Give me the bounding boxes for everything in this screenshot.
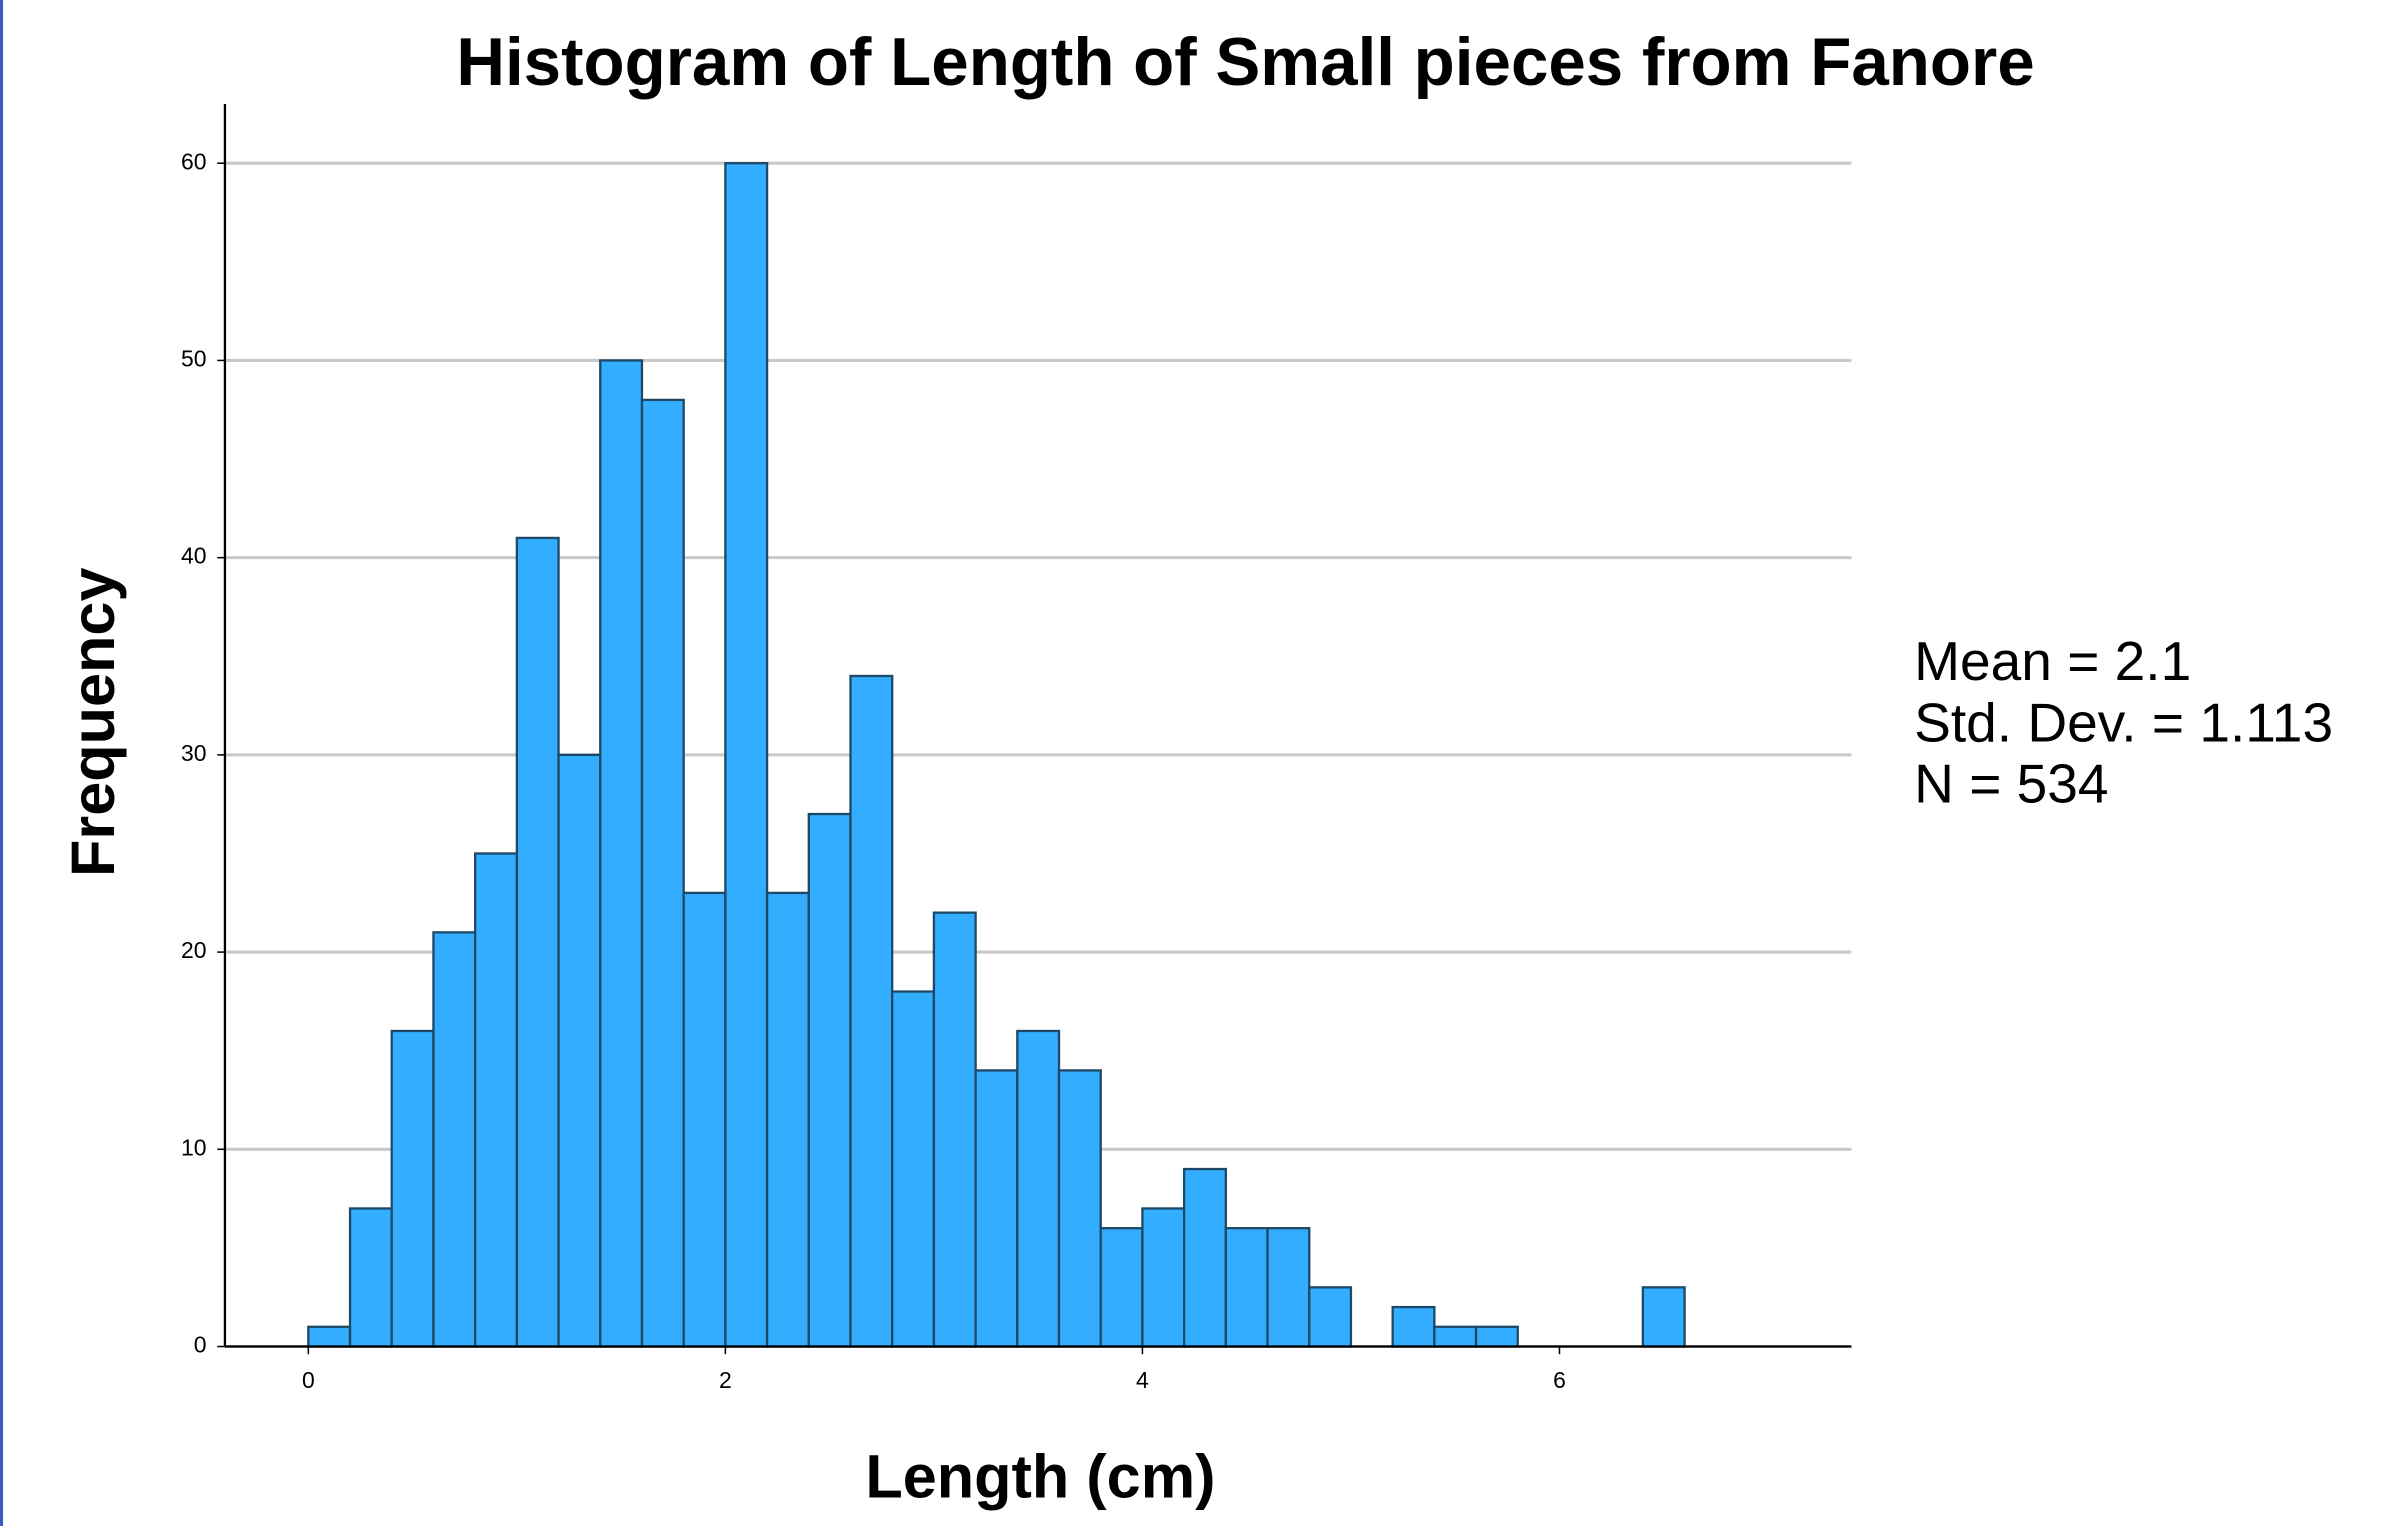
stat-line: Std. Dev. = 1.113 — [1914, 691, 2333, 753]
y-tick-label: 30 — [181, 740, 207, 766]
bar — [474, 852, 519, 1348]
y-tick-label: 0 — [194, 1332, 207, 1358]
bar — [1141, 1207, 1186, 1348]
bar — [390, 1029, 435, 1348]
bar — [515, 536, 560, 1348]
bar — [932, 911, 977, 1348]
x-axis-label: Length (cm) — [865, 1442, 1215, 1510]
bar — [1266, 1227, 1311, 1348]
stat-line: Mean = 2.1 — [1914, 630, 2191, 692]
bar — [849, 674, 894, 1348]
bar — [1641, 1286, 1686, 1348]
bar — [807, 812, 852, 1348]
bar — [682, 891, 727, 1348]
bar — [307, 1325, 352, 1348]
bar — [599, 359, 644, 1348]
y-tick-label: 40 — [181, 543, 207, 569]
x-tick-label: 4 — [1136, 1367, 1149, 1393]
bar — [1057, 1069, 1102, 1348]
bar — [1099, 1227, 1144, 1348]
bar — [1474, 1325, 1519, 1348]
bar — [640, 398, 685, 1348]
bar — [1433, 1325, 1478, 1348]
bar — [1182, 1167, 1227, 1348]
bar — [1308, 1286, 1353, 1348]
bar — [891, 990, 936, 1348]
y-tick-label: 10 — [181, 1134, 207, 1160]
y-tick-label: 50 — [181, 345, 207, 371]
bar — [1224, 1227, 1269, 1348]
stat-line: N = 534 — [1914, 753, 2108, 815]
bar — [432, 931, 477, 1348]
chart-title: Histogram of Length of Small pieces from… — [456, 25, 2034, 100]
x-tick-label: 2 — [719, 1367, 732, 1393]
y-axis-label: Frequency — [59, 568, 127, 877]
bar — [557, 753, 602, 1348]
bar — [1016, 1029, 1061, 1348]
x-tick-label: 0 — [302, 1367, 315, 1393]
y-tick-label: 60 — [181, 148, 207, 174]
bar — [1391, 1305, 1436, 1348]
y-tick-label: 20 — [181, 937, 207, 963]
bar — [724, 162, 769, 1348]
bar — [348, 1207, 393, 1348]
bar — [974, 1069, 1019, 1348]
x-tick-label: 6 — [1553, 1367, 1566, 1393]
bar — [765, 891, 810, 1348]
